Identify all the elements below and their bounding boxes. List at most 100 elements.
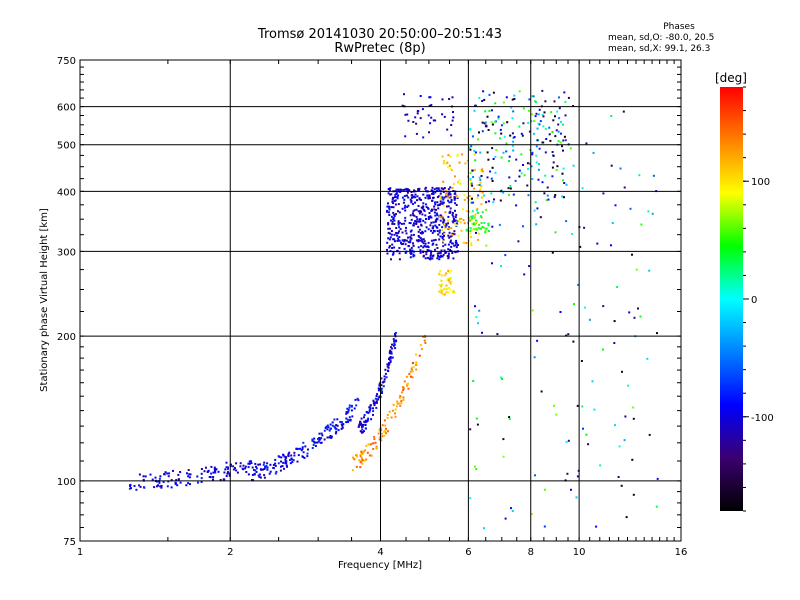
data-point [507, 187, 510, 190]
data-point [451, 119, 454, 122]
data-point [158, 477, 161, 480]
data-point [522, 225, 524, 228]
data-point [502, 122, 505, 125]
data-point [384, 429, 387, 432]
data-point [447, 222, 450, 225]
data-point [515, 204, 518, 207]
data-point [602, 305, 605, 308]
data-point [214, 471, 217, 474]
data-point [258, 475, 261, 478]
data-point [383, 375, 386, 378]
data-point [561, 172, 564, 175]
data-point [436, 230, 439, 232]
data-point [447, 243, 450, 246]
data-point [447, 192, 450, 195]
data-point [361, 457, 363, 460]
data-point [419, 95, 422, 97]
data-point [374, 441, 377, 444]
data-point [363, 414, 366, 417]
data-point [455, 194, 458, 197]
data-point [454, 241, 457, 244]
data-point [512, 193, 515, 196]
data-point [453, 291, 456, 294]
data-point [375, 445, 378, 448]
data-point [397, 194, 400, 197]
data-point [388, 238, 391, 241]
data-point [352, 456, 354, 459]
data-point [482, 170, 485, 173]
data-point [429, 122, 432, 125]
data-point [225, 475, 228, 477]
data-point [502, 151, 505, 154]
data-point [417, 240, 420, 243]
data-point [403, 195, 406, 197]
chart-title-line1: Tromsø 20141030 20:50:00–20:51:43 [257, 27, 503, 42]
data-point [274, 458, 277, 461]
data-point [415, 239, 418, 242]
data-point [474, 159, 477, 162]
data-point [428, 194, 431, 197]
data-point [359, 466, 362, 469]
data-point [434, 119, 437, 122]
data-point [287, 452, 290, 455]
data-point [449, 186, 452, 189]
data-point [363, 416, 365, 419]
data-point [311, 447, 314, 449]
data-points [128, 89, 659, 530]
data-point [370, 443, 373, 446]
data-point [454, 244, 457, 247]
data-point [407, 204, 410, 207]
data-point [330, 435, 333, 438]
data-point [387, 227, 390, 230]
data-point [518, 169, 521, 172]
data-point [386, 248, 388, 251]
data-point [251, 473, 254, 476]
data-point [367, 417, 370, 420]
data-point [417, 239, 420, 242]
data-point [385, 376, 388, 379]
data-point [410, 191, 413, 194]
data-point [380, 387, 383, 390]
data-point [361, 459, 364, 462]
data-point [296, 447, 299, 450]
data-point [451, 211, 454, 214]
data-point [502, 101, 505, 104]
data-point [467, 216, 470, 219]
data-point [442, 188, 445, 191]
data-point [537, 178, 540, 181]
data-point [479, 169, 482, 172]
data-point [398, 239, 401, 242]
data-point [447, 291, 450, 294]
data-point [390, 258, 392, 261]
data-point [481, 130, 484, 133]
data-point [280, 460, 282, 463]
data-point [471, 184, 474, 187]
data-point [320, 437, 323, 440]
data-point [410, 252, 413, 254]
data-point [258, 473, 261, 476]
data-point [415, 223, 418, 225]
data-point [418, 354, 421, 357]
data-point [521, 134, 524, 137]
data-point [454, 202, 457, 205]
data-point [527, 121, 530, 124]
data-point [224, 468, 227, 471]
data-point [342, 423, 345, 426]
data-point [439, 194, 442, 197]
data-point [470, 218, 473, 221]
data-point [483, 194, 486, 197]
data-point [186, 472, 188, 475]
data-point [438, 283, 441, 286]
data-point [602, 192, 605, 195]
data-point [378, 382, 381, 385]
data-point [214, 468, 217, 471]
data-point [537, 113, 540, 116]
data-point [345, 421, 348, 424]
data-point [421, 348, 423, 351]
data-point [470, 215, 473, 218]
data-point [360, 423, 363, 426]
data-point [532, 95, 535, 98]
data-point [631, 458, 634, 461]
data-point [377, 387, 380, 390]
data-point [365, 444, 368, 447]
